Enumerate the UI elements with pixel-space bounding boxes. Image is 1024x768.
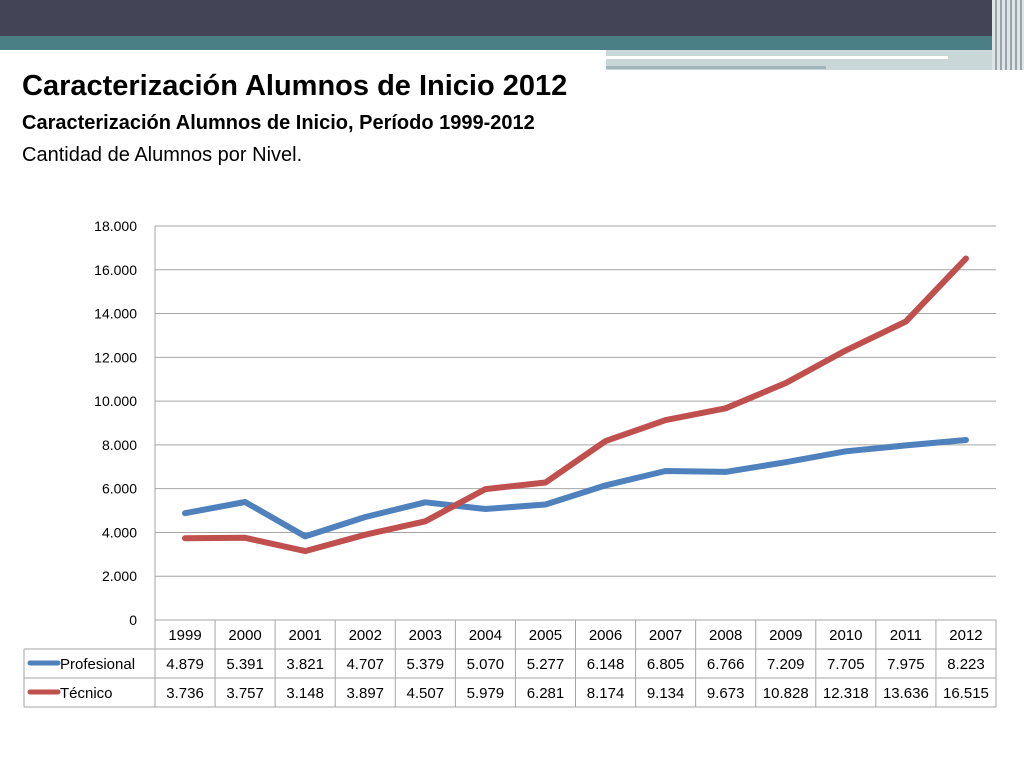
y-tick-label: 14.000 [94,306,137,322]
data-table-cell: 4.707 [346,656,384,673]
data-table-cell: 10.828 [763,685,809,702]
data-table-cell: 4.507 [407,685,445,702]
data-table-cell: 12.318 [823,685,869,702]
chart-subtitle: Caracterización Alumnos de Inicio, Perío… [22,112,535,134]
data-table-cell: 3.757 [226,685,264,702]
data-table-cell: 7.975 [887,656,925,673]
data-table-cell: 6.805 [647,656,685,673]
header-line-grey [606,66,826,69]
x-category-label: 2003 [409,627,442,644]
x-category-label: 2012 [949,627,982,644]
x-category-label: 2005 [529,627,562,644]
data-table-cell: 8.174 [587,685,625,702]
data-table-cell: 9.134 [647,685,685,702]
data-table-cell: 5.070 [467,656,505,673]
x-category-label: 2008 [709,627,742,644]
legend-label-0: Profesional [60,656,135,673]
slide-title: Caracterización Alumnos de Inicio 2012 [22,70,568,102]
x-category-label: 2010 [829,627,862,644]
data-table-cell: 5.277 [527,656,565,673]
x-category-label: 2002 [349,627,382,644]
data-table-cell: 7.705 [827,656,865,673]
x-category-label: 2011 [890,627,922,644]
x-category-label: 2004 [469,627,502,644]
y-tick-label: 18.000 [94,218,137,234]
series-line-1 [182,255,969,555]
data-table-cell: 3.897 [346,685,384,702]
y-tick-label: 2.000 [102,568,137,584]
header-band-dark [0,0,1024,36]
header-stripes [992,0,1024,70]
legend-label-1: Técnico [60,685,113,702]
data-table-cell: 3.821 [286,656,324,673]
data-table-cell: 13.636 [883,685,929,702]
data-table-cell: 7.209 [767,656,805,673]
x-category-label: 1999 [168,627,201,644]
x-category-label: 2007 [649,627,682,644]
x-category-label: 2000 [228,627,261,644]
data-table-cell: 5.391 [226,656,264,673]
x-category-label: 2006 [589,627,622,644]
chart-description: Cantidad de Alumnos por Nivel. [22,144,303,166]
header-band-light [606,50,1004,70]
series-line-0 [182,437,969,540]
y-tick-label: 4.000 [102,524,137,540]
y-tick-label: 8.000 [102,437,137,453]
data-table-cell: 6.148 [587,656,625,673]
data-table-cell: 16.515 [943,685,989,702]
y-tick-label: 12.000 [94,349,137,365]
y-tick-label: 10.000 [94,393,137,409]
data-table-cell: 9.673 [707,685,745,702]
data-table-cell: 6.281 [527,685,565,702]
y-tick-label: 0 [129,612,137,628]
data-table-cell: 3.736 [166,685,204,702]
data-table-cell: 6.766 [707,656,745,673]
x-category-label: 2009 [769,627,802,644]
x-category-label: 2001 [288,627,321,644]
data-table-cell: 3.148 [286,685,324,702]
y-tick-label: 6.000 [102,481,137,497]
data-table-cell: 5.379 [407,656,445,673]
header-line-white [606,56,948,59]
data-table-cell: 8.223 [947,656,985,673]
data-table-cell: 4.879 [166,656,204,673]
data-table-cell: 5.979 [467,685,505,702]
header-band-teal [0,36,1024,50]
y-tick-label: 16.000 [94,262,137,278]
